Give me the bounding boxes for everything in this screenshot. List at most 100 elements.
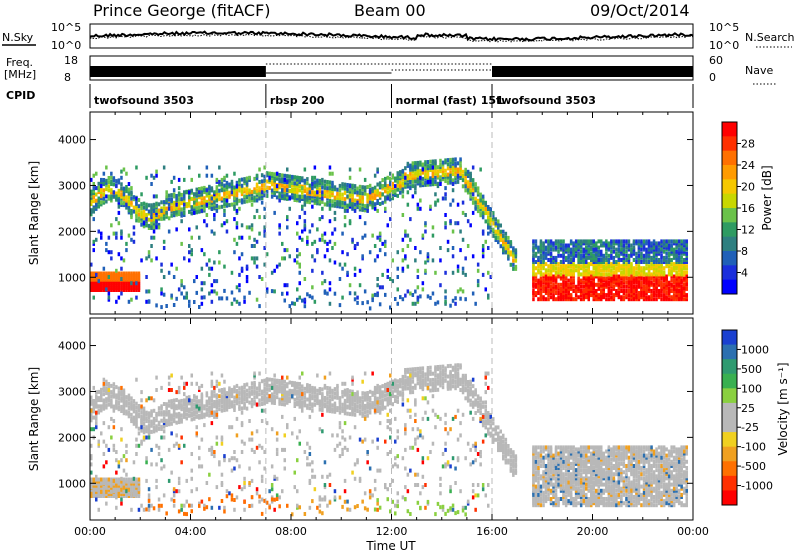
heatmap-cell — [547, 245, 550, 250]
heatmap-cell — [238, 206, 241, 211]
heatmap-cell — [376, 167, 379, 172]
heatmap-cell — [190, 398, 194, 403]
heatmap-cell — [444, 289, 447, 294]
heatmap-cell — [291, 512, 294, 517]
heatmap-cell — [494, 238, 498, 242]
heatmap-cell — [579, 272, 583, 277]
heatmap-cell — [421, 181, 425, 186]
heatmap-cell — [436, 300, 440, 305]
heatmap-cell — [90, 477, 93, 482]
heatmap-cell — [213, 204, 216, 209]
heatmap-cell — [409, 291, 412, 296]
heatmap-cell — [481, 213, 485, 218]
heatmap-cell — [464, 180, 467, 185]
heatmap-cell — [175, 404, 178, 409]
heatmap-cell — [270, 483, 274, 487]
heatmap-cell — [190, 476, 194, 481]
heatmap-cell — [238, 188, 241, 193]
heatmap-cell — [559, 268, 563, 273]
heatmap-cell — [647, 268, 651, 273]
heatmap-cell — [600, 272, 603, 277]
heatmap-cell — [155, 219, 158, 224]
heatmap-cell — [208, 447, 211, 452]
heatmap-cell — [286, 196, 289, 201]
heatmap-cell — [213, 202, 216, 207]
heatmap-cell — [145, 223, 148, 228]
heatmap-cell — [625, 270, 628, 275]
heatmap-cell — [683, 270, 686, 275]
heatmap-cell — [509, 250, 513, 255]
heatmap-cell — [645, 255, 648, 260]
heatmap-cell — [263, 233, 266, 238]
heatmap-cell — [461, 237, 465, 242]
heatmap-cell — [497, 227, 500, 232]
heatmap-cell — [655, 297, 658, 302]
heatmap-cell — [341, 295, 344, 300]
heatmap-cell — [677, 268, 681, 273]
heatmap-cell — [117, 483, 121, 488]
heatmap-cell — [233, 399, 236, 404]
heatmap-cell — [223, 387, 226, 392]
heatmap-cell — [281, 256, 284, 261]
heatmap-cell — [147, 203, 151, 208]
heatmap-cell — [288, 178, 292, 183]
heatmap-cell — [270, 180, 274, 185]
heatmap-cell — [539, 243, 543, 248]
heatmap-cell — [215, 412, 219, 417]
heatmap-cell — [188, 299, 191, 304]
heatmap-cell — [577, 280, 580, 285]
heatmap-cell — [120, 231, 123, 236]
date-title: 09/Oct/2014 — [590, 1, 690, 20]
heatmap-cell — [620, 295, 623, 300]
heatmap-cell — [107, 176, 111, 180]
heatmap-cell — [323, 183, 327, 188]
heatmap-cell — [230, 202, 234, 207]
heatmap-cell — [647, 276, 651, 281]
heatmap-cell — [308, 294, 312, 299]
heatmap-cell — [655, 276, 658, 281]
heatmap-cell — [268, 505, 271, 510]
heatmap-cell — [203, 503, 206, 508]
heatmap-cell — [115, 299, 118, 304]
heatmap-cell — [572, 268, 575, 273]
heatmap-cell — [617, 282, 621, 287]
heatmap-cell — [220, 441, 224, 446]
heatmap-cell — [270, 270, 274, 275]
heatmap-cell — [175, 198, 178, 203]
heatmap-cell — [645, 286, 648, 291]
heatmap-cell — [680, 268, 683, 273]
heatmap-cell — [394, 188, 397, 193]
heatmap-cell — [210, 204, 214, 209]
heatmap-cell — [97, 404, 101, 409]
heatmap-cell — [677, 255, 681, 260]
heatmap-cell — [172, 200, 176, 205]
heatmap-cell — [225, 489, 229, 494]
heatmap-cell — [552, 241, 555, 246]
heatmap-cell — [441, 160, 445, 165]
heatmap-cell — [627, 282, 631, 287]
heatmap-cell — [215, 435, 219, 440]
heatmap-cell — [107, 235, 111, 240]
heatmap-cell — [105, 273, 108, 278]
heatmap-cell — [557, 270, 560, 275]
heatmap-cell — [333, 210, 337, 215]
heatmap-cell — [672, 278, 676, 283]
heatmap-cell — [665, 295, 668, 300]
heatmap-cell — [298, 404, 302, 409]
heatmap-cell — [426, 170, 430, 175]
heatmap-cell — [426, 182, 430, 187]
heatmap-cell — [112, 478, 116, 483]
heatmap-cell — [117, 204, 121, 209]
heatmap-cell — [270, 385, 274, 390]
heatmap-cell — [112, 192, 116, 197]
heatmap-cell — [170, 179, 173, 184]
heatmap-cell — [562, 274, 565, 279]
heatmap-cell — [484, 202, 488, 207]
heatmap-cell — [248, 419, 251, 423]
heatmap-cell — [602, 295, 606, 300]
heatmap-cell — [419, 181, 422, 186]
heatmap-cell — [685, 295, 689, 300]
heatmap-cell — [607, 258, 611, 262]
heatmap-cell — [592, 243, 596, 248]
heatmap-cell — [110, 188, 113, 193]
